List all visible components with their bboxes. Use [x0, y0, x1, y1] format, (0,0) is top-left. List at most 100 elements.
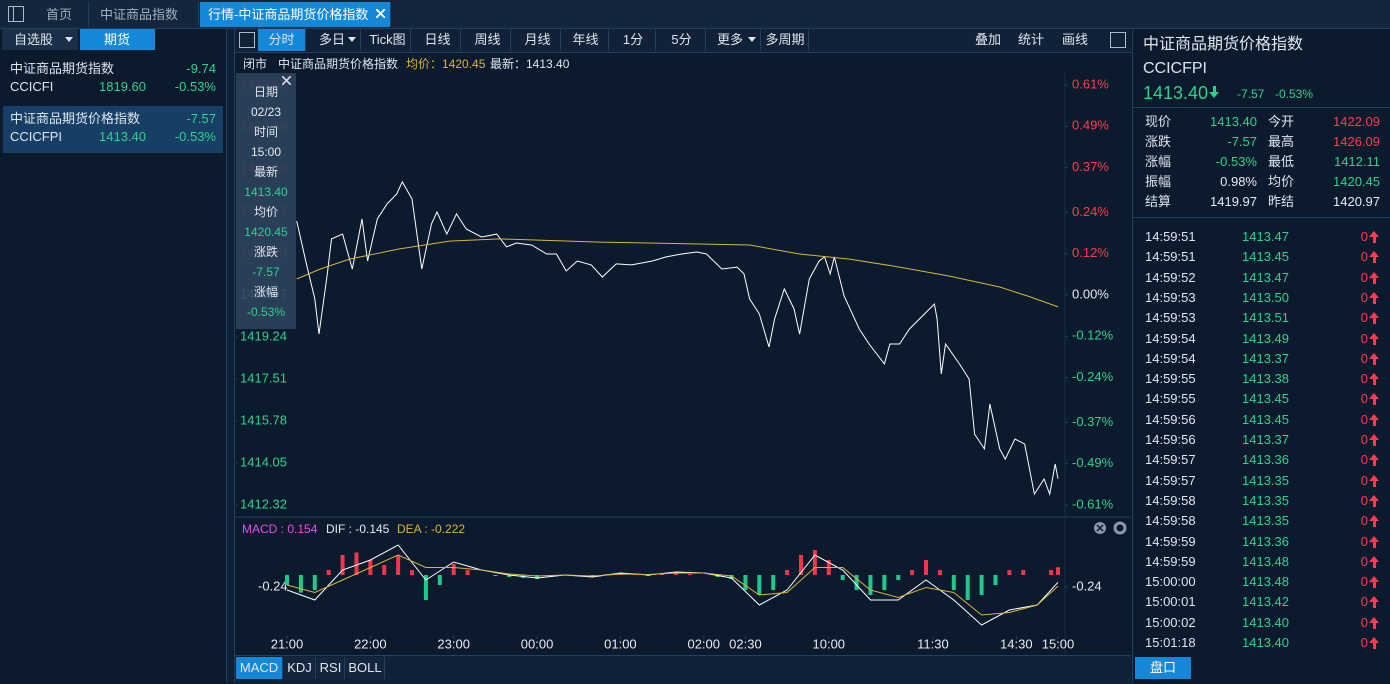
toolbar-button[interactable] — [415, 29, 461, 51]
panel-icon[interactable] — [1110, 32, 1126, 48]
left-tab-label: 自选股 — [14, 32, 54, 47]
tooltip-close[interactable] — [282, 76, 291, 85]
indicator-tab[interactable] — [317, 657, 345, 679]
tooltip-value: -7.57 — [252, 265, 280, 279]
indicator-tab[interactable] — [346, 657, 385, 679]
trade-price: 1413.38 — [1242, 371, 1289, 387]
macd-bar — [423, 575, 428, 600]
stat-value: 1420.97 — [1333, 194, 1380, 209]
tooltip-label: 涨幅 — [253, 285, 278, 299]
macd-bar — [924, 560, 929, 575]
macd-bar — [979, 575, 984, 595]
macd-bar — [507, 575, 512, 577]
trade-volume: 0 — [1360, 472, 1368, 488]
stat-value: 1422.09 — [1333, 114, 1380, 129]
y2-tick-label: -0.12% — [1072, 328, 1114, 343]
panel-icon[interactable] — [239, 32, 255, 48]
macd-bar — [993, 575, 998, 585]
up-arrow-head — [1369, 474, 1379, 481]
trade-volume: 0 — [1360, 553, 1368, 569]
macd-bar — [437, 575, 442, 585]
left-tab[interactable] — [80, 29, 155, 50]
selected-row[interactable] — [3, 106, 223, 153]
macd-bar — [1021, 570, 1026, 575]
stat-label: 结算 — [1145, 194, 1172, 209]
toolbar-button[interactable] — [563, 29, 609, 51]
dropdown-arrow — [348, 37, 356, 46]
up-arrow — [1373, 541, 1376, 548]
macd-bar — [896, 575, 901, 580]
down-arrow-head — [1209, 92, 1219, 98]
macd-bar — [312, 575, 317, 590]
stat-value: 1420.45 — [1333, 174, 1380, 189]
top-tab[interactable] — [200, 2, 391, 27]
toolbar-button[interactable] — [465, 29, 511, 51]
stat-value: 0.98% — [1220, 174, 1257, 189]
up-arrow — [1373, 399, 1376, 406]
up-arrow-head — [1369, 312, 1379, 319]
toolbar-button[interactable] — [515, 29, 561, 51]
y2-tick-label: -0.37% — [1072, 414, 1114, 429]
tooltip-value: 1413.40 — [244, 185, 288, 199]
toolbar-button[interactable] — [706, 29, 761, 51]
toolbar-button[interactable] — [762, 29, 809, 51]
right-panel — [1132, 29, 1390, 683]
trade-price: 1413.35 — [1242, 513, 1289, 529]
toolbar-label: 画线 — [1062, 32, 1089, 47]
up-arrow-head — [1369, 535, 1379, 542]
toolbar-button[interactable] — [310, 29, 361, 51]
trade-time: 14:59:51 — [1145, 229, 1196, 244]
trade-price: 1413.48 — [1242, 553, 1289, 569]
trade-time: 14:59:51 — [1145, 249, 1196, 265]
macd-bar — [965, 575, 970, 600]
quote-change: -7.57 — [1237, 87, 1265, 101]
panel-button[interactable] — [1135, 657, 1191, 679]
up-arrow — [1373, 480, 1376, 487]
up-arrow — [1373, 237, 1376, 243]
toolbar-label: 月线 — [524, 32, 551, 47]
trade-time: 14:59:58 — [1145, 492, 1196, 508]
trade-time: 14:59:54 — [1145, 350, 1196, 366]
macd-bar — [298, 575, 303, 593]
toolbar-button[interactable] — [365, 29, 411, 51]
menu-icon[interactable] — [8, 6, 24, 22]
tab-close[interactable] — [376, 9, 385, 18]
toolbar-label: 分时 — [268, 32, 295, 47]
tooltip-value: -0.53% — [246, 305, 286, 319]
toolbar-button[interactable] — [258, 29, 306, 51]
trade-volume: 0 — [1360, 269, 1368, 285]
toolbar-label: 多周期 — [765, 32, 805, 47]
trade-time: 14:59:56 — [1145, 432, 1196, 447]
toolbar-button[interactable] — [658, 29, 706, 51]
splitter — [227, 29, 235, 683]
top-tab[interactable] — [88, 2, 199, 27]
macd-bar — [465, 570, 470, 575]
trade-volume: 0 — [1360, 411, 1368, 427]
up-arrow-head — [1369, 555, 1379, 562]
toolbar-label: 统计 — [1018, 32, 1045, 47]
settings-icon[interactable] — [1113, 521, 1127, 535]
stat-value: 1412.11 — [1333, 154, 1380, 169]
trade-volume: 0 — [1360, 310, 1368, 326]
item-change: -7.57 — [186, 111, 216, 126]
toolbar-button[interactable] — [611, 29, 656, 51]
indicator-tab[interactable] — [284, 657, 316, 679]
left-tab[interactable] — [2, 29, 78, 50]
macd-bar — [673, 573, 678, 575]
trade-volume: 0 — [1360, 452, 1368, 468]
top-tab[interactable] — [34, 2, 89, 27]
dropdown-arrow — [65, 37, 73, 46]
stat-value: -0.53% — [1215, 154, 1257, 169]
macd-bar — [493, 575, 498, 576]
item-pct: -0.53% — [174, 129, 216, 144]
trade-price: 1413.37 — [1242, 432, 1289, 447]
macd-bar — [840, 575, 845, 580]
y2-tick-label: 0.24% — [1072, 204, 1109, 219]
macd-bar — [660, 574, 665, 575]
up-arrow — [1373, 318, 1376, 325]
tooltip-value: 02/23 — [250, 105, 282, 119]
trade-price: 1413.35 — [1242, 472, 1289, 488]
dropdown-arrow — [748, 37, 756, 46]
item-pct: -0.53% — [174, 79, 216, 94]
indicator-tab[interactable] — [236, 657, 283, 679]
